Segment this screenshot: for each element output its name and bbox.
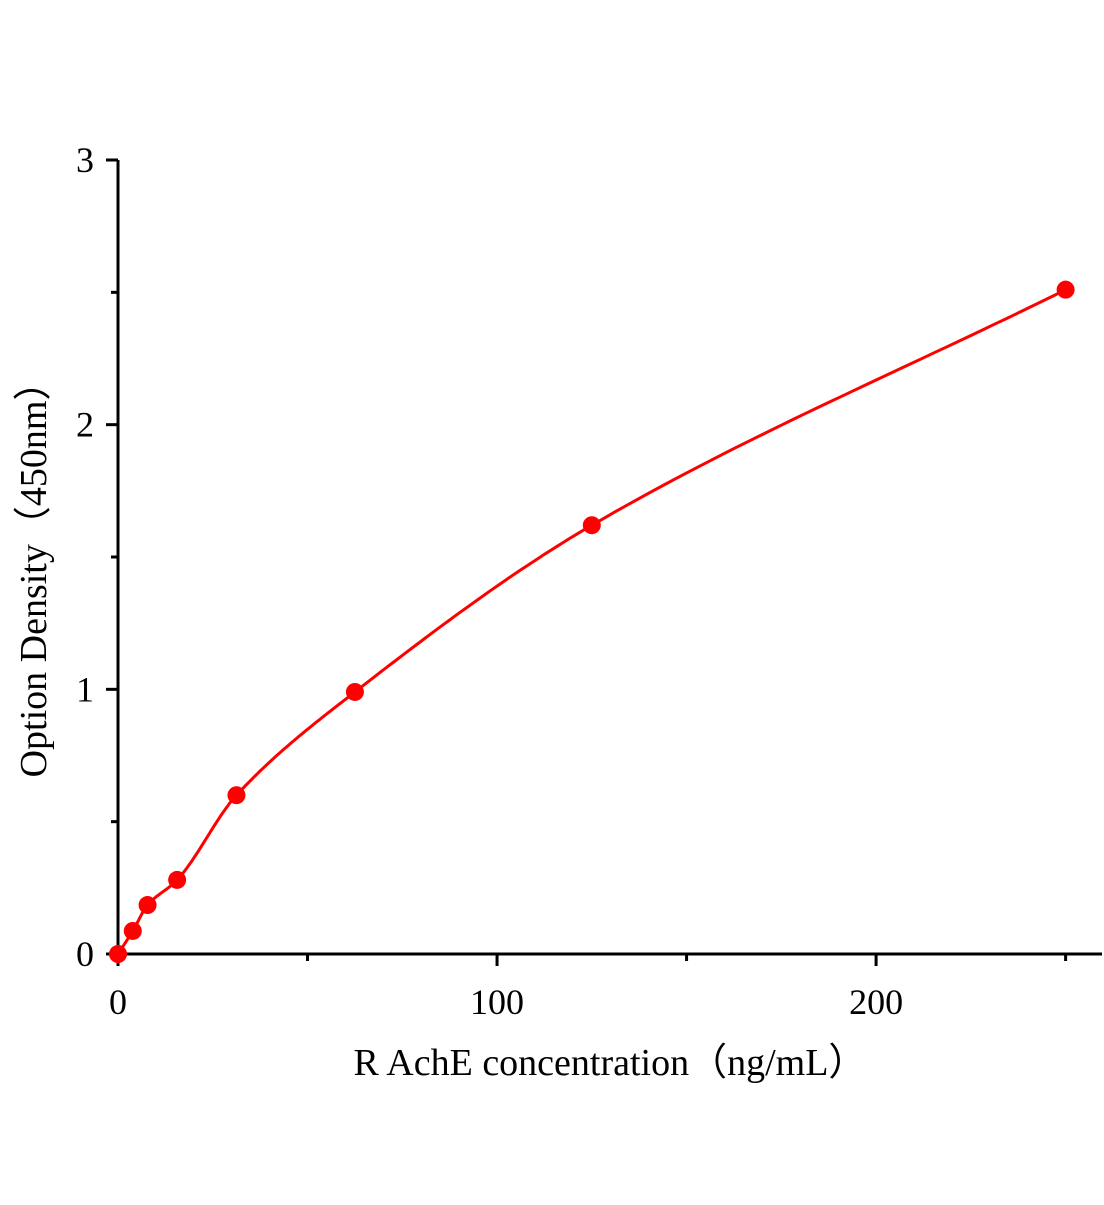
data-point (138, 896, 157, 915)
data-point (582, 516, 601, 535)
y-axis-label: Option Density（450nm） (13, 363, 55, 778)
x-axis-label: R AchE concentration（ng/mL） (354, 1042, 867, 1084)
y-tick-label: 3 (76, 140, 94, 180)
x-tick-label: 200 (849, 982, 903, 1022)
fit-curve (116, 288, 1067, 955)
y-tick-label: 0 (76, 934, 94, 974)
data-points (109, 280, 1075, 963)
y-tick-label: 1 (76, 669, 94, 709)
x-tick-label: 0 (109, 982, 127, 1022)
axes: 0 100 200 0 1 2 3 (76, 140, 1102, 1022)
x-tick-label: 100 (470, 982, 524, 1022)
data-point (227, 786, 246, 805)
data-point (345, 682, 364, 701)
y-tick-label: 2 (76, 405, 94, 445)
data-point (1056, 280, 1075, 299)
data-point (168, 870, 187, 889)
data-point (109, 945, 127, 963)
data-point (123, 921, 142, 940)
